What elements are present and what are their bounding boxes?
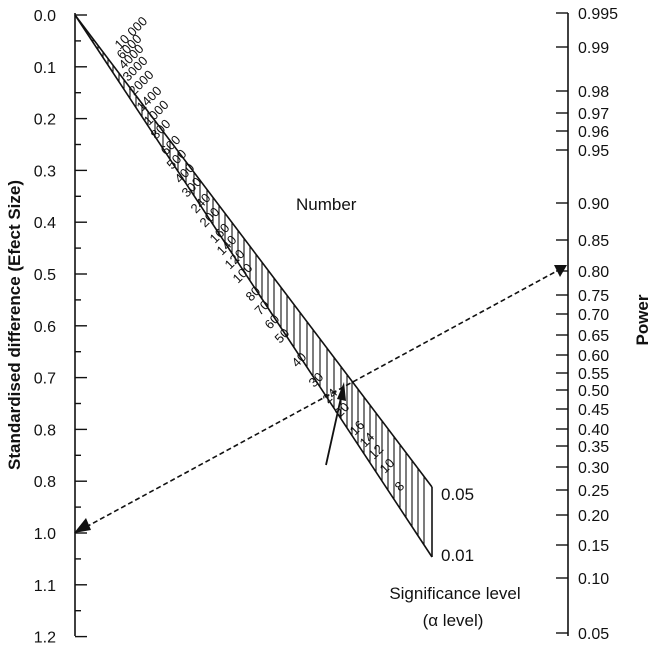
right-axis-label: 0.95 bbox=[578, 143, 609, 160]
arrowhead-left bbox=[74, 518, 91, 533]
left-axis-label: 0.1 bbox=[34, 60, 56, 77]
significance-level-005: 0.05 bbox=[441, 485, 474, 504]
significance-level-001: 0.01 bbox=[441, 546, 474, 565]
left-axis-ticks bbox=[75, 14, 87, 638]
number-scale-label: 20 bbox=[332, 399, 353, 420]
left-axis-label: 0.8 bbox=[34, 422, 56, 439]
band-upper-edge bbox=[74, 14, 433, 488]
left-axis-label: 0.6 bbox=[34, 319, 56, 336]
left-axis-label: 0.2 bbox=[34, 112, 56, 129]
pointer-line bbox=[325, 392, 343, 466]
left-axis-label: 0.4 bbox=[34, 215, 56, 232]
number-scale-band bbox=[74, 14, 433, 558]
right-axis-ticks bbox=[556, 12, 568, 634]
left-axis-label: 0.8 bbox=[34, 474, 56, 491]
right-axis-label: 0.50 bbox=[578, 383, 609, 400]
right-axis-label: 0.40 bbox=[578, 422, 609, 439]
left-axis-label: 0.0 bbox=[34, 8, 56, 25]
right-axis-label: 0.25 bbox=[578, 483, 609, 500]
left-axis-label: 0.5 bbox=[34, 267, 56, 284]
right-axis-label: 0.20 bbox=[578, 508, 609, 525]
number-scale-label: 30 bbox=[306, 369, 327, 390]
left-axis-title: Standardised difference (Efect Size) bbox=[5, 180, 24, 470]
right-axis-label: 0.90 bbox=[578, 196, 609, 213]
band-lower-edge bbox=[74, 14, 433, 558]
right-axis-label: 0.60 bbox=[578, 348, 609, 365]
right-axis-label: 0.995 bbox=[578, 6, 618, 23]
right-axis-label: 0.75 bbox=[578, 288, 609, 305]
right-axis-label: 0.30 bbox=[578, 460, 609, 477]
number-scale-title: Number bbox=[296, 195, 357, 214]
arrowhead-right bbox=[554, 265, 567, 277]
right-axis-label: 0.97 bbox=[578, 106, 609, 123]
right-axis-label: 0.55 bbox=[578, 366, 609, 383]
right-axis-label: 0.05 bbox=[578, 626, 609, 643]
right-axis-label: 0.85 bbox=[578, 233, 609, 250]
left-axis-label: 1.1 bbox=[34, 578, 56, 595]
left-axis-label: 0.7 bbox=[34, 371, 56, 388]
pointer-arrowhead bbox=[337, 382, 346, 401]
right-axis-label: 0.98 bbox=[578, 84, 609, 101]
left-axis-labels: 0.0 0.1 0.2 0.3 0.4 0.5 0.6 0.7 0.8 0.8 1.0 1.1 1.2 bbox=[34, 8, 56, 647]
significance-level-title: Significance level bbox=[389, 584, 520, 603]
right-axis-label: 0.80 bbox=[578, 264, 609, 281]
right-axis-label: 0.99 bbox=[578, 40, 609, 57]
number-scale-labels: 10 0006000400030002000140010008006005004… bbox=[112, 13, 408, 494]
right-axis-title: Power bbox=[633, 294, 652, 345]
right-axis-label: 0.65 bbox=[578, 328, 609, 345]
right-axis-label: 0.96 bbox=[578, 124, 609, 141]
band-hatching bbox=[92, 38, 425, 545]
left-axis-label: 0.3 bbox=[34, 163, 56, 180]
right-axis-label: 0.35 bbox=[578, 439, 609, 456]
right-axis-label: 0.45 bbox=[578, 402, 609, 419]
alpha-level-label: (α level) bbox=[423, 611, 484, 630]
right-axis-label: 0.70 bbox=[578, 307, 609, 324]
right-axis-label: 0.15 bbox=[578, 538, 609, 555]
right-axis-label: 0.10 bbox=[578, 571, 609, 588]
left-axis-label: 1.2 bbox=[34, 630, 56, 647]
right-axis-labels: 0.995 0.99 0.98 0.970.96 0.95 0.90 0.85 0.80 0.7… bbox=[578, 6, 618, 643]
connecting-dashed-line bbox=[85, 271, 556, 528]
left-axis-label: 1.0 bbox=[34, 526, 56, 543]
